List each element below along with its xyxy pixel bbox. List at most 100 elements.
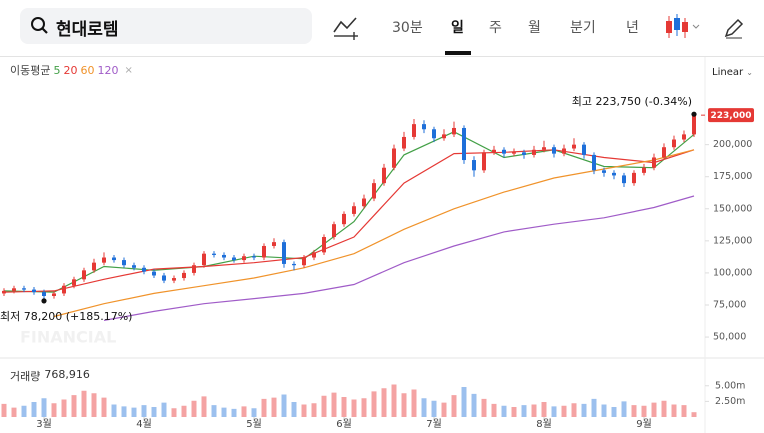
x-tick-label: 4월 <box>136 418 152 430</box>
volume-bar <box>561 405 567 417</box>
extreme-dot <box>691 111 697 117</box>
candle-body <box>452 127 456 135</box>
candle-body <box>642 167 646 173</box>
candle-body <box>442 134 446 139</box>
candle-body <box>52 293 56 296</box>
candle-body <box>382 167 386 184</box>
candle-body <box>322 237 326 253</box>
candle-body <box>542 147 546 150</box>
last-price-box <box>708 108 754 123</box>
candle-body <box>202 253 206 266</box>
interval-tab[interactable]: 30분 <box>392 20 423 36</box>
volume-bar <box>241 406 247 417</box>
candle-body <box>572 144 576 149</box>
volume-bar <box>661 400 667 417</box>
y-tick-label: 125,000 <box>713 235 752 246</box>
candle-body <box>582 144 586 155</box>
candle-body <box>212 253 216 255</box>
volume-bar <box>1 403 7 417</box>
ma-legend-item: 60 <box>80 63 95 77</box>
interval-tab[interactable]: 월 <box>528 20 541 36</box>
candle-body <box>372 183 376 199</box>
scale-label: Linear <box>712 67 744 78</box>
volume-bar <box>301 404 307 417</box>
candle-body <box>162 275 166 281</box>
ma-legend-item: 5 <box>53 63 61 77</box>
candle-body <box>232 257 236 261</box>
candle-body <box>132 265 136 268</box>
volume-bar <box>651 402 657 417</box>
volume-bar <box>141 405 147 417</box>
x-tick-label: 5월 <box>246 418 262 430</box>
candle-body <box>562 148 566 154</box>
candle-body <box>552 147 556 154</box>
volume-bar <box>381 388 387 417</box>
volume-bar <box>121 406 127 417</box>
candle-body <box>282 242 286 264</box>
interval-tab[interactable]: 일 <box>451 20 464 36</box>
candle-body <box>152 271 156 276</box>
volume-bar <box>531 404 537 417</box>
volume-bar <box>401 393 407 417</box>
volume-legend: 거래량 768,916 <box>10 368 90 384</box>
interval-tab[interactable]: 년 <box>626 20 639 36</box>
volume-bar <box>201 396 207 417</box>
candle-body <box>632 172 636 184</box>
search-text: 현대로템 <box>56 20 119 40</box>
candle-body <box>82 270 86 280</box>
candle-body <box>42 292 46 296</box>
scale-toggle[interactable]: Linear ⌄ <box>712 67 753 78</box>
chart-type-icon[interactable] <box>332 12 362 42</box>
search-box[interactable]: 현대로템 <box>20 8 312 44</box>
interval-tab[interactable]: 주 <box>489 20 502 36</box>
volume-bar <box>411 389 417 417</box>
y-tick-label: 50,000 <box>713 332 746 343</box>
candle-body <box>22 288 26 290</box>
x-tick-label: 8월 <box>536 418 552 430</box>
volume-bar <box>31 402 37 417</box>
candle-body <box>32 289 36 293</box>
candle-body <box>602 170 606 173</box>
candle-body <box>472 160 476 171</box>
candle-body <box>592 154 596 171</box>
last-price-label: 223,000 <box>711 111 752 121</box>
volume-bar <box>621 401 627 417</box>
tab-underline <box>445 51 471 55</box>
candle-body <box>352 206 356 214</box>
candle-body <box>252 256 256 258</box>
volume-bar <box>541 402 547 417</box>
candle-body <box>122 260 126 266</box>
close-icon[interactable]: × <box>124 64 133 76</box>
volume-bar <box>21 405 27 417</box>
ma-line <box>3 149 695 293</box>
x-tick-label: 9월 <box>636 418 652 430</box>
volume-bar <box>461 387 467 417</box>
candle-body <box>262 245 266 258</box>
candle-body <box>652 157 656 168</box>
volume-bar <box>181 405 187 417</box>
volume-bar <box>221 407 227 417</box>
candle-body <box>672 139 676 148</box>
volume-bar <box>251 408 257 417</box>
candle-body <box>112 257 116 261</box>
candle-body <box>172 278 176 281</box>
candle-body <box>182 272 186 279</box>
volume-bar <box>391 384 397 417</box>
interval-tab[interactable]: 분기 <box>570 20 596 36</box>
volume-bar <box>501 405 507 417</box>
draw-icon[interactable] <box>722 16 746 40</box>
volume-bar <box>641 405 647 417</box>
candle-body <box>292 263 296 266</box>
candle-body <box>682 134 686 140</box>
volume-bar <box>601 404 607 417</box>
y-tick-label: 75,000 <box>713 299 746 310</box>
ma-legend-item: 20 <box>63 63 78 77</box>
candle-body <box>512 152 516 154</box>
toolbar: 현대로템 30분 일 주 월 분기 년 <box>0 0 764 57</box>
volume-bar <box>261 398 267 417</box>
candle-body <box>2 290 6 294</box>
candle-icon[interactable] <box>664 12 704 42</box>
volume-bar <box>681 405 687 417</box>
volume-bar <box>151 407 157 417</box>
volume-bar <box>491 403 497 417</box>
